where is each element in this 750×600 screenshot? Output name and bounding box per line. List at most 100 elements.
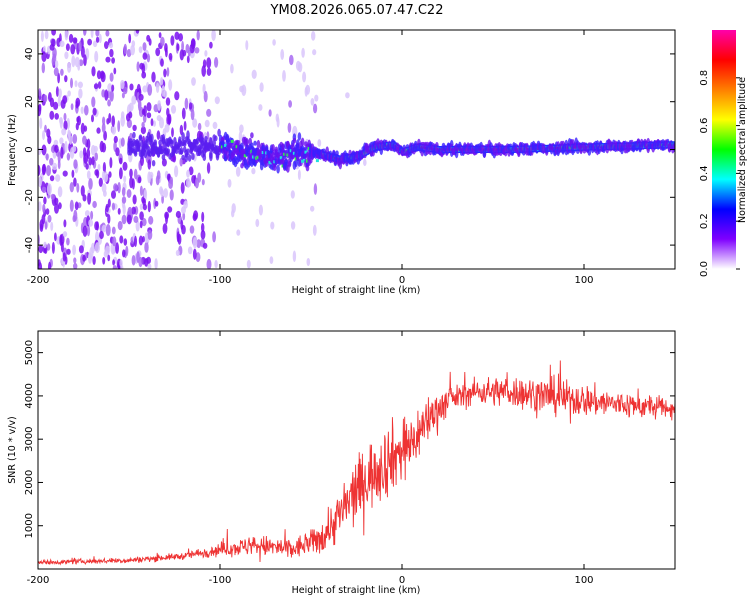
spectrogram-cell <box>121 187 126 197</box>
spectrogram-cell <box>206 57 212 69</box>
spectrogram-cell <box>38 105 42 117</box>
spectrogram-cell <box>44 124 47 133</box>
spectrogram-cell <box>83 30 87 36</box>
spectrogram-cell <box>48 261 52 269</box>
spectrogram-cell <box>53 67 59 77</box>
spectrogram-cell <box>169 139 174 145</box>
spectrogram-cell <box>171 127 174 138</box>
spectrogram-cell <box>142 52 148 60</box>
spectrogram-cell <box>189 43 195 54</box>
spectrogram-cell <box>80 45 85 58</box>
colorbar-tick-label: 0.0 <box>699 261 710 277</box>
spectrogram-cell <box>310 205 315 212</box>
spectrogram-cell <box>57 186 63 198</box>
spectrogram-cell <box>109 72 114 82</box>
spectrogram-cell <box>133 168 138 180</box>
spectrogram-cell <box>72 134 78 144</box>
spectrogram-cell <box>68 135 73 145</box>
spectrogram-cell <box>160 188 164 198</box>
spectrogram-cell <box>230 63 234 74</box>
spectrogram-cell <box>72 215 76 223</box>
spectrogram-cell <box>120 115 125 127</box>
spectrogram-cell <box>180 182 185 194</box>
spectrogram-cell <box>73 262 78 269</box>
spectrogram-cell <box>112 265 118 269</box>
spectrogram-cell <box>91 96 96 108</box>
spectrogram-cell <box>71 169 75 178</box>
spectrogram-cell <box>54 144 59 153</box>
spectrogram-cell <box>91 114 94 123</box>
spectrogram-cell <box>253 140 257 146</box>
snr-y-tick-label: 2000 <box>24 470 35 495</box>
spectrogram-cell <box>38 244 44 254</box>
spectrogram-cell <box>43 45 46 53</box>
spectrogram-cell <box>90 210 94 220</box>
spectrogram-cell <box>161 133 166 144</box>
spectrogram-cell <box>38 88 42 97</box>
spectrogram-cell <box>92 200 97 209</box>
spectrogram-cell <box>197 122 202 131</box>
spectrogram-cell <box>75 97 81 108</box>
spectrogram-cell <box>139 211 144 221</box>
spectrogram-cell <box>178 33 184 42</box>
spectrogram-y-tick-label: 0 <box>24 146 35 152</box>
spectrogram-cell <box>94 50 99 63</box>
spectrogram-cell <box>144 232 148 243</box>
spectrogram-cell <box>132 131 136 139</box>
spectrogram-cell <box>123 43 128 55</box>
spectrogram-cell <box>47 214 52 223</box>
spectrogram-cell <box>144 241 149 253</box>
spectrogram-x-tick-label: -200 <box>27 275 50 286</box>
spectrogram-x-tick-label: -100 <box>209 275 232 286</box>
spectrogram-cell <box>192 118 198 128</box>
spectrogram-cell <box>180 219 184 230</box>
spectrogram-cell <box>186 55 190 64</box>
spectrogram-cell <box>133 150 138 157</box>
spectrogram-cell <box>70 103 74 111</box>
spectrogram-cell <box>174 148 179 154</box>
spectrogram-cell <box>214 96 220 105</box>
spectrogram-cell <box>174 165 179 178</box>
spectrogram-cell <box>289 54 294 66</box>
spectrogram-cell <box>119 157 123 165</box>
spectrogram-cell <box>105 245 110 256</box>
spectrogram-cell <box>62 95 68 104</box>
spectrogram-x-tick-label: 100 <box>574 275 593 286</box>
spectrogram-cell <box>214 57 219 68</box>
spectrogram-cell <box>78 41 82 52</box>
spectrogram-cell <box>280 49 285 60</box>
spectrogram-cell <box>166 148 171 155</box>
spectrogram-cell <box>59 40 65 48</box>
spectrogram-cell <box>107 214 111 224</box>
spectrogram-cell <box>251 167 256 175</box>
spectrogram-cell <box>154 200 159 207</box>
spectrogram-cell <box>102 257 106 265</box>
spectrogram-cell <box>235 145 239 149</box>
spectrogram-cell <box>146 102 152 112</box>
spectrogram-cell <box>287 122 292 133</box>
spectrogram-cell <box>97 164 101 171</box>
spectrogram-cell <box>108 171 112 178</box>
snr-axes: -200 -100 0 100 1000 2000 3000 4000 5000 <box>24 331 675 586</box>
spectrogram-cell <box>84 105 89 116</box>
spectrogram-cell <box>287 160 292 168</box>
spectrogram-cell <box>73 159 78 170</box>
spectrogram-cell <box>84 210 90 217</box>
spectrogram-cell <box>92 256 96 265</box>
spectrogram-cell <box>156 170 161 180</box>
spectrogram-cell <box>105 30 110 37</box>
spectrogram-cell <box>209 150 213 159</box>
spectrogram-cell <box>317 139 322 147</box>
spectrogram-cell <box>113 67 117 75</box>
spectrogram-cell <box>164 43 168 53</box>
spectrogram-x-tick-label: 0 <box>399 275 405 286</box>
spectrogram-cell <box>310 98 315 106</box>
spectrogram-cell <box>312 224 317 236</box>
spectrogram-cell <box>87 192 92 205</box>
spectrogram-cell <box>107 99 111 107</box>
spectrogram-y-tick-label: 20 <box>24 95 35 108</box>
spectrogram-cell <box>96 127 101 134</box>
spectrogram-cell <box>183 120 187 131</box>
spectrogram-y-tick-label: 40 <box>24 48 35 61</box>
